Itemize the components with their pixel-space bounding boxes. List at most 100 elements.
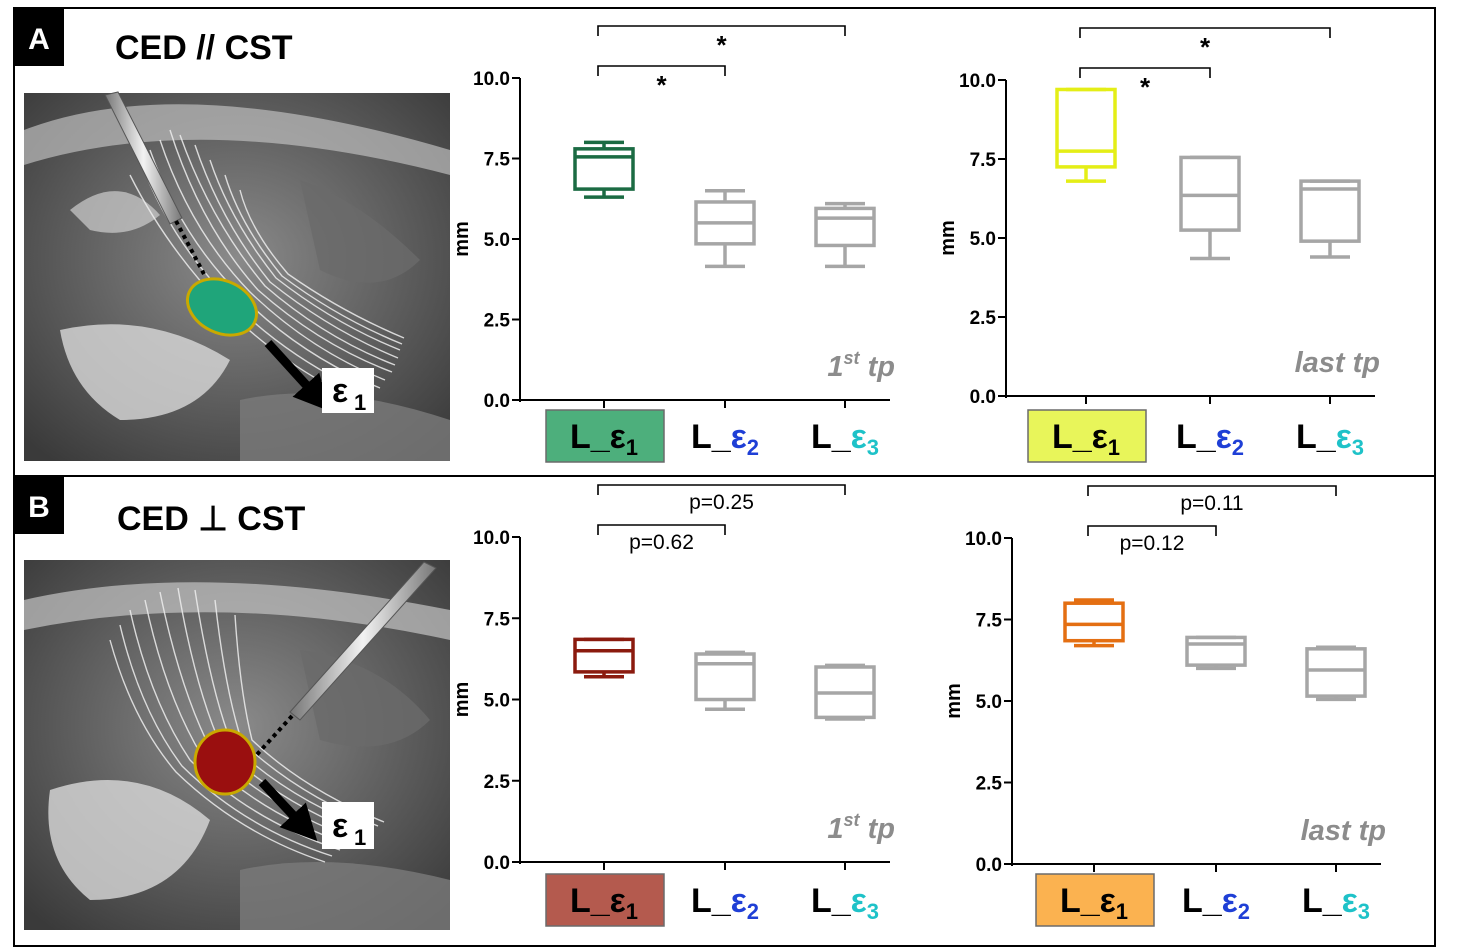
y-tick-label: 0.0 xyxy=(976,855,1002,876)
timepoint-label: 1st tp xyxy=(827,810,895,845)
category-label-2: L_ε2 xyxy=(1176,418,1244,460)
y-tick-label: 10.0 xyxy=(965,529,1002,550)
y-tick-label: 10.0 xyxy=(959,71,996,92)
category-sub: 2 xyxy=(1232,435,1244,460)
comparison-label: * xyxy=(656,70,667,100)
category-sub: 3 xyxy=(1352,435,1364,460)
boxplot-a-2: 0.02.55.07.510.0mm**last tpL_ε1 L_ε2 L_ε3 xyxy=(937,27,1380,463)
category-prefix: L_ xyxy=(570,882,611,920)
category-text: L_ε2 xyxy=(691,882,759,924)
box-iqr xyxy=(573,637,635,674)
comparison-1: * xyxy=(597,65,726,100)
category-epsilon: ε xyxy=(1342,882,1358,920)
comparison-label: p=0.12 xyxy=(1120,532,1185,555)
box-2 xyxy=(1179,155,1241,261)
mri-image-a: ε 1 xyxy=(24,91,450,461)
bracket xyxy=(1087,525,1217,536)
category-prefix: L_ xyxy=(811,882,852,920)
category-sub: 3 xyxy=(1358,899,1370,924)
y-tick-label: 2.5 xyxy=(484,311,511,332)
category-epsilon: ε xyxy=(1222,882,1238,920)
timepoint-main: 1 xyxy=(827,813,843,845)
y-tick-label: 5.0 xyxy=(484,230,510,251)
box-3 xyxy=(1299,179,1361,259)
comparison-label: * xyxy=(1200,32,1211,62)
timepoint-main: last xyxy=(1295,347,1346,379)
category-label-1: L_ε1 xyxy=(1035,873,1155,927)
category-text: L_ε1 xyxy=(570,418,638,460)
category-highlight xyxy=(545,409,665,463)
category-epsilon: ε xyxy=(851,882,867,920)
bracket xyxy=(1079,27,1331,38)
comparison-label: p=0.11 xyxy=(1180,492,1243,515)
timepoint-label: last tp xyxy=(1295,347,1380,379)
category-sub: 2 xyxy=(747,435,759,460)
panel-b-letter-box xyxy=(14,476,64,534)
category-label-2: L_ε2 xyxy=(1182,882,1250,924)
category-sub: 1 xyxy=(626,899,638,924)
panel-a-letter: A xyxy=(28,23,50,56)
panel-a-title: CED // CST xyxy=(115,29,293,67)
category-sub: 1 xyxy=(1116,899,1128,924)
category-text: L_ε1 xyxy=(1060,882,1128,924)
category-epsilon: ε xyxy=(851,418,867,456)
box-3 xyxy=(1305,645,1367,702)
y-tick-label: 5.0 xyxy=(970,229,996,250)
category-label-1: L_ε1 xyxy=(1027,409,1147,463)
y-tick-label: 10.0 xyxy=(473,69,510,90)
boxplot-a-1: 0.02.55.07.510.0mm**1st tpL_ε1 L_ε2 L_ε3 xyxy=(451,25,895,463)
y-axis-label: mm xyxy=(451,221,473,257)
y-tick-label: 2.5 xyxy=(976,774,1003,795)
epsilon-sub-b: 1 xyxy=(354,825,366,850)
box-3 xyxy=(814,201,876,269)
category-label-3: L_ε3 xyxy=(1302,882,1370,924)
bracket xyxy=(597,484,846,495)
timepoint-main: 1 xyxy=(827,351,843,383)
category-prefix: L_ xyxy=(1060,882,1101,920)
comparison-1: p=0.62 xyxy=(597,524,726,554)
category-epsilon: ε xyxy=(731,882,747,920)
box-1 xyxy=(573,637,635,679)
box-2 xyxy=(694,188,756,269)
category-label-1: L_ε1 xyxy=(545,873,665,927)
category-text: L_ε2 xyxy=(1182,882,1250,924)
timepoint-sup: st xyxy=(844,348,861,368)
y-axis-label: mm xyxy=(943,683,965,719)
box-2 xyxy=(694,650,756,711)
category-prefix: L_ xyxy=(1296,418,1337,456)
y-tick-label: 7.5 xyxy=(976,611,1003,632)
timepoint-label: 1st tp xyxy=(827,348,895,383)
category-prefix: L_ xyxy=(1176,418,1217,456)
comparison-2: p=0.25 xyxy=(597,484,846,514)
y-tick-label: 2.5 xyxy=(970,308,997,329)
comparison-1: p=0.12 xyxy=(1087,525,1217,555)
timepoint-label: last tp xyxy=(1301,815,1386,847)
mri-image-b: ε 1 xyxy=(24,560,450,930)
category-epsilon: ε xyxy=(1336,418,1352,456)
comparison-2: p=0.11 xyxy=(1087,485,1337,515)
comparison-label: p=0.62 xyxy=(629,531,694,554)
panel-b-title: CED ⊥ CST xyxy=(117,500,306,538)
bracket xyxy=(1087,485,1337,496)
y-tick-label: 0.0 xyxy=(484,853,510,874)
comparison-2: * xyxy=(597,25,846,60)
box-2 xyxy=(1185,635,1247,671)
comparison-2: * xyxy=(1079,27,1331,62)
bracket xyxy=(597,524,726,535)
category-sub: 3 xyxy=(867,899,879,924)
y-tick-label: 5.0 xyxy=(484,691,510,712)
category-label-3: L_ε3 xyxy=(1296,418,1364,460)
category-prefix: L_ xyxy=(691,418,732,456)
category-epsilon: ε xyxy=(1216,418,1232,456)
box-iqr xyxy=(573,147,635,191)
category-highlight xyxy=(1035,873,1155,927)
box-iqr xyxy=(1063,601,1125,643)
y-tick-label: 10.0 xyxy=(473,528,510,549)
category-sub: 3 xyxy=(867,435,879,460)
timepoint-rest: tp xyxy=(1351,815,1386,847)
category-epsilon: ε xyxy=(610,882,626,920)
category-sub: 1 xyxy=(626,435,638,460)
